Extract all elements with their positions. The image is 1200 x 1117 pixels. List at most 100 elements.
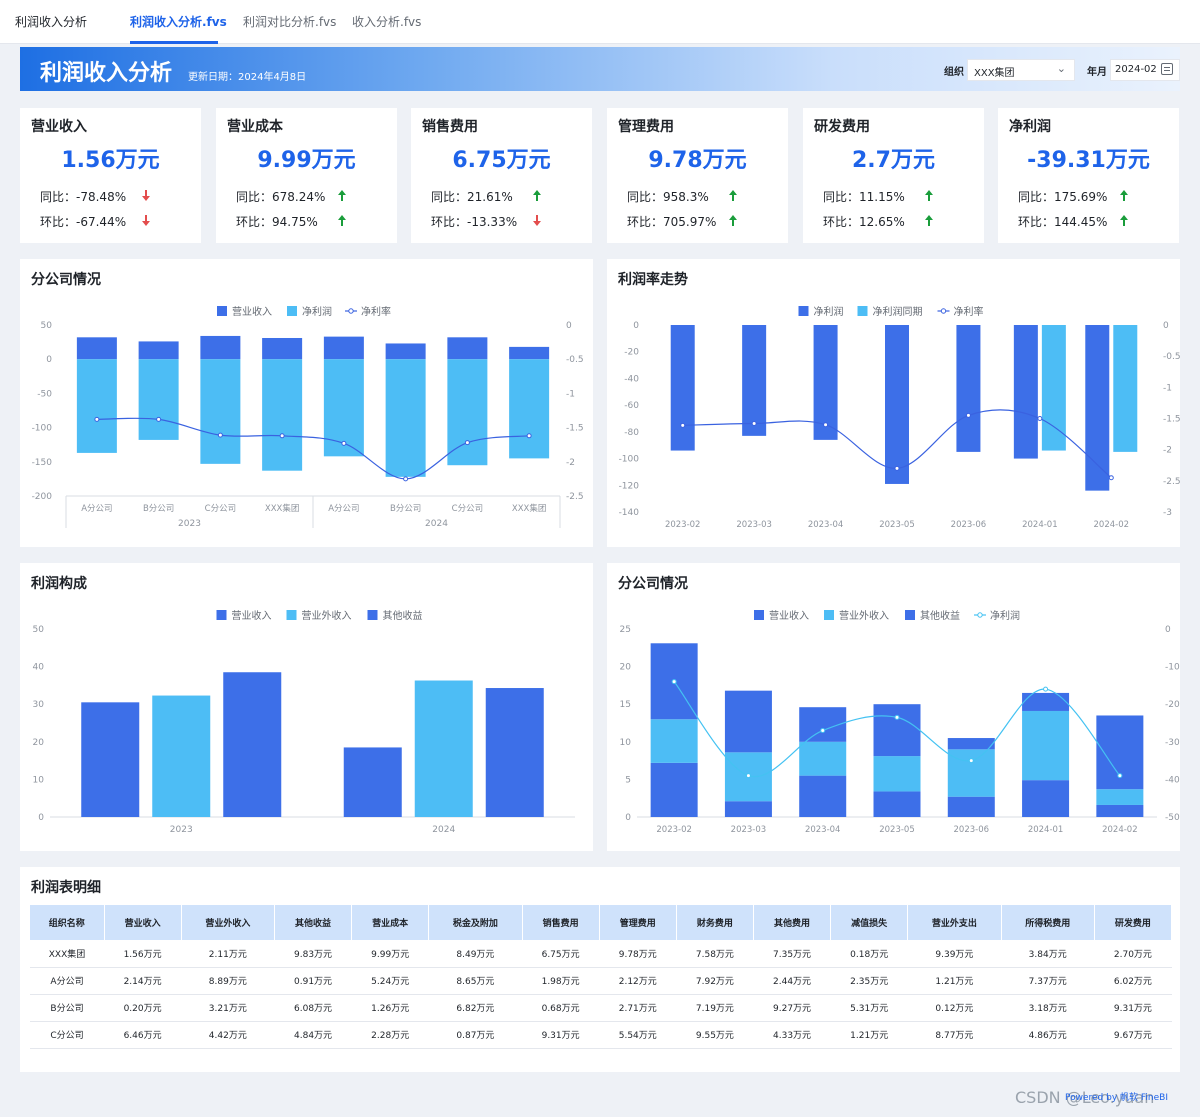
table-cell: 5.24万元 — [351, 967, 429, 995]
org-select[interactable]: XXX集团 ⌄ — [967, 59, 1075, 81]
table-header-row: 组织名称 营业收入 营业外收入 其他收益 营业成本 税金及附加 销售费用 管理费用 财务费用 其他… — [30, 905, 1173, 940]
panel-branch-situation-2: 分公司情况 营业收入 营业外收入 其他收益 净利润 25 20 15 10 5 0 0 -10 -20 -… — [607, 563, 1180, 851]
arrow-head — [925, 215, 933, 220]
arrow-head — [142, 221, 150, 226]
y-tick-label: -3 — [1163, 508, 1172, 518]
x-tick-label: A分公司 — [81, 504, 112, 514]
update-date: 更新日期：2024年4月8日 — [188, 72, 307, 83]
table-cell: 9.39万元 — [907, 940, 1002, 968]
y-tick-label: -1 — [566, 389, 575, 399]
y-tick-label: 20 — [33, 738, 45, 748]
table-cell: 0.87万元 — [428, 1021, 523, 1049]
table-cell: 3.21万元 — [181, 994, 275, 1022]
table-header-2: 营业外收入 — [181, 905, 275, 940]
table-cell: 1.56万元 — [104, 940, 182, 968]
tab-revenue-analysis[interactable]: 收入分析.fvs — [352, 15, 422, 29]
bar-net-profit — [1013, 325, 1038, 459]
table-cell: XXX集团 — [30, 940, 105, 968]
kpi-yoy: 同比：175.69% — [1018, 188, 1107, 205]
net-profit-point — [671, 679, 677, 685]
table-header-8: 财务费用 — [676, 905, 754, 940]
dashboard-banner: 利润收入分析 更新日期：2024年4月8日 组织 XXX集团 ⌄ 年月 2024… — [20, 47, 1180, 91]
kpi-title: 营业收入 — [31, 119, 87, 135]
arrow-stem — [928, 195, 930, 201]
table-cell: 9.83万元 — [274, 940, 352, 968]
y-tick-label: -2.5 — [1163, 477, 1180, 487]
group-label: 2023 — [178, 519, 201, 529]
active-tab-indicator — [130, 41, 218, 44]
arrow-stem — [1123, 195, 1125, 201]
panel-profit-rate-trend: 利润率走势 净利润 净利润同期 净利率 0 -20 -40 -60 -80 -100 -120 -1… — [607, 259, 1180, 547]
table-cell: 7.19万元 — [676, 994, 754, 1022]
legend-label: 净利率 — [361, 305, 391, 318]
org-select-value: XXX集团 — [974, 68, 1015, 79]
table-cell: 1.98万元 — [522, 967, 600, 995]
table-row: C分公司 6.46万元 4.42万元 4.84万元 2.28万元 0.87万元 9.31万元… — [30, 1021, 1172, 1049]
bar-segment-2 — [724, 690, 772, 753]
tab-profit-compare[interactable]: 利润对比分析.fvs — [243, 15, 337, 29]
bar-segment-1 — [1096, 789, 1144, 805]
kpi-yoy: 同比：21.61% — [431, 188, 513, 205]
y-tick-label: 10 — [620, 738, 632, 748]
y-tick-label: 25 — [620, 625, 631, 635]
bar-revenue — [200, 335, 241, 360]
table-cell: 2.71万元 — [599, 994, 677, 1022]
table-header-5: 税金及附加 — [428, 905, 523, 940]
x-tick-label: 2023-05 — [879, 520, 915, 530]
kpi-mom-label: 环比： — [1018, 215, 1055, 229]
month-picker[interactable]: 2024-02 — [1110, 59, 1180, 81]
y-tick-label: -20 — [1165, 700, 1180, 710]
bar-revenue — [76, 337, 117, 360]
table-cell: 7.58万元 — [676, 940, 754, 968]
x-tick-label: 2023-02 — [665, 520, 701, 530]
legend-dot-marker — [348, 308, 354, 314]
x-tick-label: 2024-01 — [1028, 825, 1064, 835]
bar-1 — [152, 695, 211, 817]
table-cell: 6.08万元 — [274, 994, 352, 1022]
powered-by-link[interactable]: Powered by 帆软 FineBI — [1065, 1093, 1168, 1103]
table-cell: 6.75万元 — [522, 940, 600, 968]
legend-label: 营业收入 — [769, 609, 809, 622]
kpi-yoy-label: 同比： — [236, 190, 273, 204]
watermark: CSDN @Leo.yuan — [1015, 1088, 1155, 1107]
legend-swatch — [798, 306, 809, 316]
kpi-card: 营业成本 9.99万元 同比：678.24% 环比：94.75% — [216, 108, 397, 243]
kpi-title: 研发费用 — [814, 119, 870, 135]
arrow-stem — [732, 220, 734, 226]
y-tick-label: -1.5 — [566, 424, 584, 434]
net-margin-point — [1108, 475, 1114, 481]
bar-segment-0 — [650, 762, 698, 817]
net-margin-point — [751, 420, 757, 426]
net-profit-point — [894, 714, 900, 720]
bar-net-profit-prior — [1113, 325, 1138, 452]
table-row: XXX集团 1.56万元 2.11万元 9.83万元 9.99万元 8.49万元 6.75万… — [30, 940, 1172, 968]
bar-segment-0 — [1096, 804, 1144, 817]
kpi-yoy-value: 175.69% — [1054, 190, 1108, 204]
x-tick-label: A分公司 — [328, 504, 359, 514]
arrow-head — [533, 190, 541, 195]
kpi-mom-label: 环比： — [627, 215, 664, 229]
table-cell: 4.86万元 — [1001, 1021, 1095, 1049]
bar-1 — [414, 680, 473, 817]
bar-revenue — [509, 346, 550, 360]
kpi-card: 研发费用 2.7万元 同比：11.15% 环比：12.65% — [803, 108, 984, 243]
kpi-value: 6.75万元 — [452, 148, 551, 173]
arrow-stem — [536, 215, 538, 221]
net-margin-point — [403, 476, 409, 482]
table-cell: 6.46万元 — [104, 1021, 182, 1049]
table-cell: 2.11万元 — [181, 940, 275, 968]
bar-segment-2 — [1022, 692, 1070, 711]
table-cell: 0.12万元 — [907, 994, 1002, 1022]
table-body: XXX集团 1.56万元 2.11万元 9.83万元 9.99万元 8.49万元 6.75万… — [30, 940, 1172, 1049]
arrow-up-icon — [1120, 215, 1128, 226]
table-cell: 8.77万元 — [907, 1021, 1002, 1049]
kpi-yoy-value: 11.15% — [859, 190, 905, 204]
legend-swatch — [216, 610, 227, 620]
x-tick-label: XXX集团 — [265, 503, 299, 514]
x-tick-label: 2023-05 — [879, 825, 915, 835]
table-cell: 1.26万元 — [351, 994, 429, 1022]
kpi-yoy: 同比：958.3% — [627, 188, 709, 205]
tab-profit-revenue[interactable]: 利润收入分析.fvs — [130, 15, 227, 29]
chart-legend: 营业收入 营业外收入 其他收益 净利润 — [754, 609, 1020, 622]
arrow-up-icon — [925, 215, 933, 226]
